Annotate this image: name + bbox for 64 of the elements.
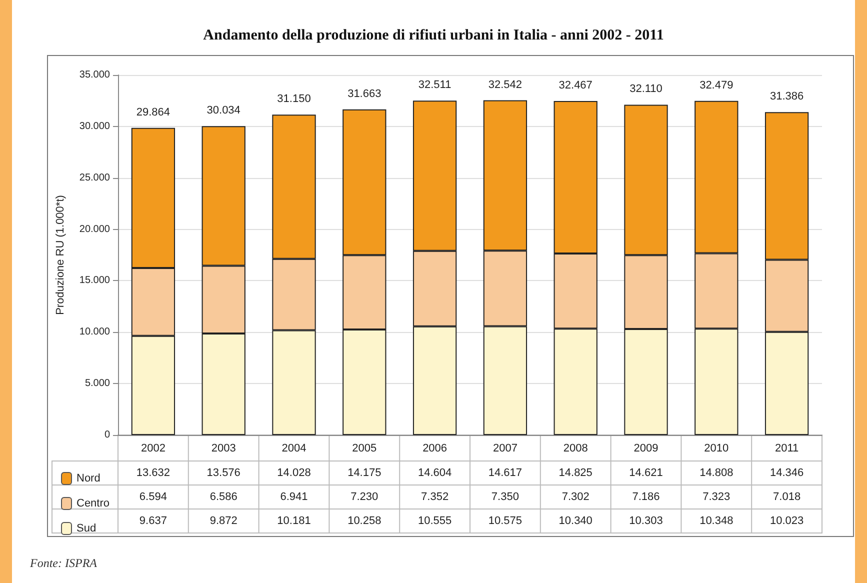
data-label: 7.302 — [562, 491, 590, 503]
total-label: 32.511 — [418, 79, 452, 92]
y-tick-label: 35.000 — [79, 70, 110, 80]
data-label: 10.348 — [700, 515, 734, 527]
y-tick-label: 10.000 — [79, 326, 110, 338]
x-tick-label: 2008 — [563, 442, 588, 454]
chart-title: Andamento della produzione di rifiuti urbani in Italia - anni 2002 - 2011 — [203, 28, 664, 44]
total-label: 32.467 — [558, 80, 592, 92]
y-tick-label: 30.000 — [79, 120, 110, 132]
x-tick-label: 2007 — [492, 442, 518, 454]
total-label: 32.479 — [700, 79, 734, 92]
data-label: 14.175 — [348, 467, 382, 479]
data-label: 14.808 — [700, 467, 734, 479]
total-label: 31.386 — [770, 90, 804, 103]
y-tick-label: 0 — [104, 430, 110, 440]
data-label: 14.825 — [558, 467, 592, 479]
y-tick-label: 15.000 — [79, 275, 110, 286]
data-label: 7.350 — [491, 491, 519, 503]
x-tick-label: 2002 — [140, 442, 166, 454]
total-label: 32.110 — [630, 83, 662, 96]
data-label: 7.230 — [350, 491, 378, 503]
legend-label: Sud — [76, 522, 96, 534]
legend-label: Centro — [76, 498, 110, 510]
data-label: 14.621 — [629, 467, 663, 479]
data-label: 10.303 — [629, 515, 663, 527]
data-label: 6.586 — [210, 491, 238, 503]
data-label: 14.617 — [488, 467, 522, 479]
data-label: 13.632 — [136, 467, 170, 479]
total-label: 31.663 — [348, 88, 382, 100]
data-label: 10.575 — [488, 515, 522, 527]
total-label: 30.034 — [206, 104, 240, 117]
y-tick-label: 5.000 — [84, 378, 110, 390]
y-tick-label: 25.000 — [79, 172, 110, 184]
data-label: 7.323 — [702, 491, 730, 503]
data-label: 7.018 — [773, 491, 801, 503]
data-label: 10.258 — [348, 515, 382, 527]
data-label: 6.941 — [280, 491, 308, 503]
data-label: 6.594 — [139, 491, 167, 503]
y-axis-title: Produzione RU (1.000*t) — [54, 195, 66, 315]
x-tick-label: 2009 — [634, 442, 658, 454]
data-label: 10.181 — [277, 515, 311, 527]
x-tick-label: 2010 — [704, 442, 729, 454]
x-tick-label: 2004 — [282, 442, 306, 454]
x-tick-label: 2003 — [211, 442, 236, 454]
total-label: 32.542 — [488, 78, 522, 91]
data-label: 7.352 — [421, 491, 449, 503]
source-note: Fonte: ISPRA — [30, 556, 97, 571]
legend-label: Nord — [76, 472, 100, 484]
total-label: 29.864 — [136, 106, 170, 118]
data-label: 14.346 — [770, 467, 804, 479]
data-label: 9.637 — [139, 515, 167, 527]
data-label: 13.576 — [206, 467, 240, 479]
y-tick-label: 20.000 — [79, 224, 110, 235]
data-label: 10.555 — [418, 515, 452, 527]
x-tick-label: 2011 — [774, 442, 799, 454]
x-tick-label: 2006 — [422, 442, 448, 454]
data-label: 14.604 — [418, 467, 452, 479]
data-label: 9.872 — [210, 515, 238, 527]
x-tick-label: 2005 — [352, 442, 377, 454]
data-label: 10.023 — [770, 515, 804, 527]
data-label: 7.186 — [632, 491, 660, 503]
total-label: 31.150 — [277, 93, 311, 106]
data-label: 14.028 — [277, 467, 311, 479]
data-label: 10.340 — [558, 515, 592, 527]
